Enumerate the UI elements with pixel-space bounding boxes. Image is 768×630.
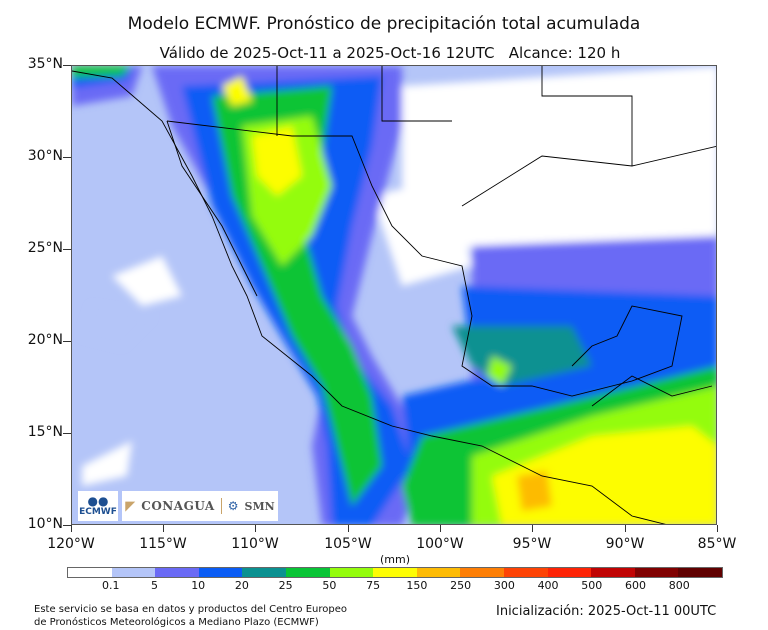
y-label: 30°N — [27, 148, 63, 164]
colorbar-label: 600 — [625, 579, 647, 592]
colorbar-segment — [547, 568, 592, 577]
colorbar-segment — [285, 568, 330, 577]
y-label: 20°N — [27, 332, 63, 348]
y-tick — [63, 341, 71, 342]
colorbar-segment — [373, 568, 417, 577]
colorbar-segment — [329, 568, 374, 577]
y-label: 15°N — [27, 424, 63, 440]
x-label: 95°W — [512, 536, 552, 552]
conagua-icon: ◤ — [125, 498, 136, 514]
conagua-smn-logo: ◤ CONAGUA ⚙ SMN — [122, 491, 278, 521]
x-tick — [348, 525, 349, 532]
colorbar-segment — [678, 568, 722, 577]
colorbar-label: 300 — [493, 579, 515, 592]
colorbar-label: 25 — [278, 579, 293, 592]
y-label: 10°N — [27, 516, 63, 532]
colorbar-label: 800 — [668, 579, 690, 592]
x-tick — [255, 525, 256, 532]
x-tick — [532, 525, 533, 532]
x-label: 115°W — [139, 536, 187, 552]
colorbar-segment — [503, 568, 548, 577]
colorbar-label: 75 — [366, 579, 381, 592]
colorbar-segment — [198, 568, 243, 577]
source-line-2: de Pronósticos Meteorológicos a Mediano … — [34, 617, 319, 628]
x-label: 100°W — [416, 536, 464, 552]
y-label: 35°N — [27, 56, 63, 72]
colorbar — [67, 567, 723, 578]
colorbar-label: 150 — [406, 579, 428, 592]
colorbar-label: 500 — [581, 579, 603, 592]
colorbar-label: 0.1 — [101, 579, 120, 592]
chart-subtitle: Válido de 2025-Oct-11 a 2025-Oct-16 12UT… — [159, 44, 621, 62]
ecmwf-logo: ●● ECMWF — [78, 491, 118, 521]
logos: ●● ECMWF ◤ CONAGUA ⚙ SMN — [78, 491, 278, 521]
y-tick — [63, 249, 71, 250]
colorbar-label: 20 — [234, 579, 249, 592]
x-tick — [71, 525, 72, 532]
y-label: 25°N — [27, 240, 63, 256]
init-time: Inicialización: 2025-Oct-11 00UTC — [496, 604, 717, 619]
smn-label: SMN — [244, 499, 275, 513]
source-line-1: Este servicio se basa en datos y product… — [34, 604, 348, 615]
colorbar-segment — [416, 568, 461, 577]
colorbar-label: 10 — [191, 579, 206, 592]
colorbar-segment — [591, 568, 635, 577]
ecmwf-icon: ●● — [87, 494, 109, 508]
precipitation-map — [71, 65, 717, 525]
x-label: 105°W — [324, 536, 372, 552]
x-label: 110°W — [231, 536, 279, 552]
x-tick — [625, 525, 626, 532]
x-tick — [163, 525, 164, 532]
colorbar-segment — [155, 568, 199, 577]
ecmwf-label: ECMWF — [79, 507, 117, 517]
logo-divider — [220, 498, 222, 514]
conagua-label: CONAGUA — [141, 499, 215, 513]
colorbar-label: 5 — [150, 579, 158, 592]
smn-gear-icon: ⚙ — [227, 499, 239, 513]
y-tick — [63, 433, 71, 434]
colorbar-label: 50 — [322, 579, 337, 592]
y-tick — [63, 65, 71, 66]
source-note: Este servicio se basa en datos y product… — [34, 603, 347, 629]
precipitation-field — [72, 66, 716, 524]
colorbar-segment — [68, 568, 112, 577]
x-label: 90°W — [605, 536, 645, 552]
colorbar-label: 250 — [450, 579, 472, 592]
colorbar-units: (mm) — [380, 553, 411, 566]
y-tick — [63, 157, 71, 158]
x-tick — [440, 525, 441, 532]
chart-title: Modelo ECMWF. Pronóstico de precipitació… — [127, 14, 641, 34]
x-label: 120°W — [47, 536, 95, 552]
colorbar-segment — [242, 568, 286, 577]
x-label: 85°W — [697, 536, 737, 552]
x-tick — [717, 525, 718, 532]
y-tick — [63, 525, 71, 526]
colorbar-label: 400 — [537, 579, 559, 592]
colorbar-segment — [460, 568, 504, 577]
colorbar-segment — [111, 568, 156, 577]
colorbar-segment — [634, 568, 679, 577]
